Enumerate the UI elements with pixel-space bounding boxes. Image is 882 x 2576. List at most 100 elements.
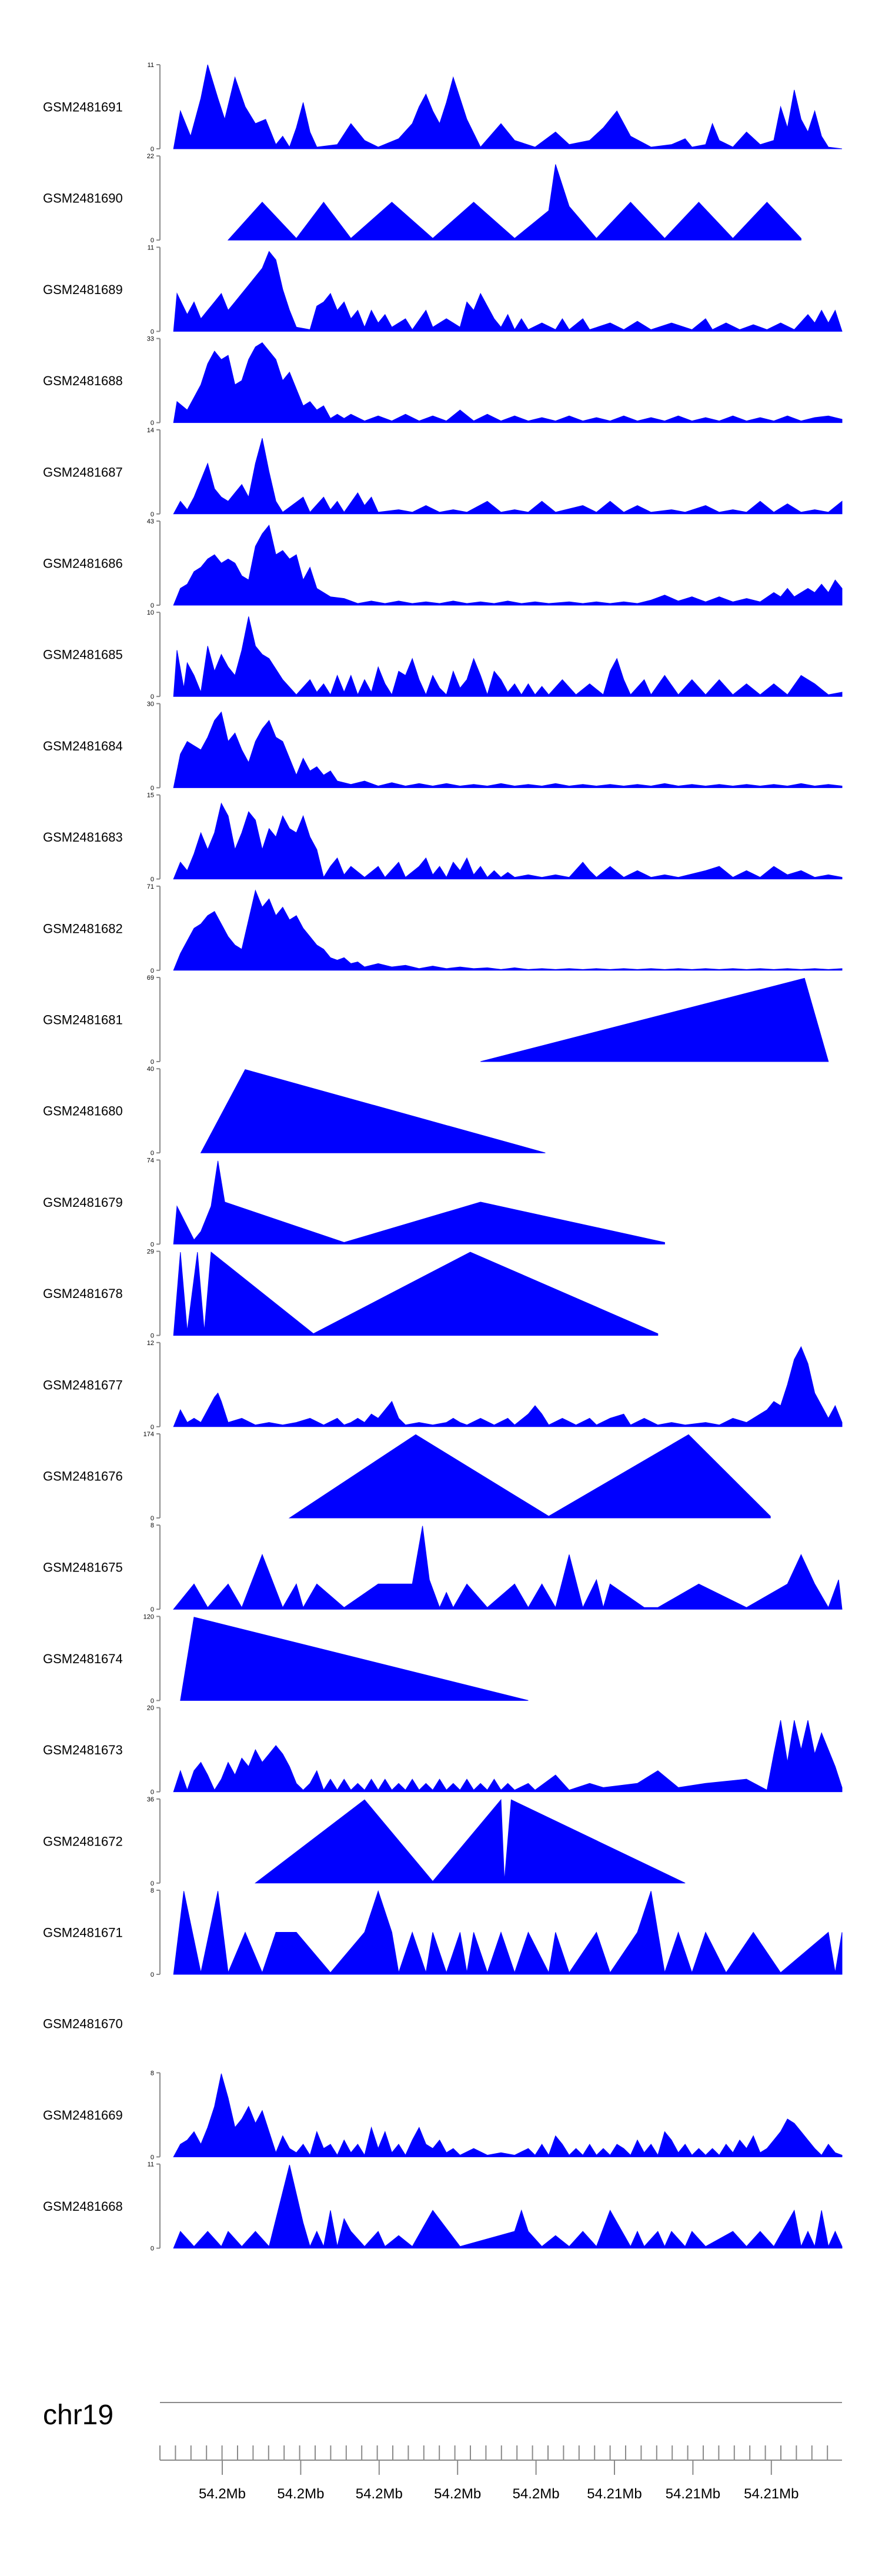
track-ymax-label: 15 (147, 792, 154, 799)
track-ymax-label: 29 (147, 1249, 154, 1256)
track-ymin-label: 0 (151, 1697, 154, 1704)
track-ymin-label: 0 (151, 1150, 154, 1157)
coverage-area (200, 1069, 546, 1153)
track-GSM2481683: GSM2481683 15 0 (43, 792, 843, 883)
axis-tick-labels: 54.2Mb 54.2Mb 54.2Mb 54.2Mb 54.2Mb 54.21Mb 54.… (199, 2486, 799, 2502)
chromosome-label: chr19 (43, 2400, 113, 2431)
track-label: GSM2481668 (43, 2199, 123, 2214)
coverage-area (173, 1890, 843, 1975)
track-ymax-label: 30 (147, 700, 154, 708)
track-GSM2481672: GSM2481672 36 0 (43, 1796, 686, 1887)
track-label: GSM2481678 (43, 1286, 123, 1301)
track-ymax-label: 36 (147, 1796, 154, 1803)
track-ymin-label: 0 (151, 602, 154, 609)
track-label: GSM2481681 (43, 1013, 123, 1027)
track-label: GSM2481670 (43, 2017, 123, 2031)
coverage-area (173, 802, 843, 880)
tracks-group: GSM2481691110GSM2481690220GSM2481689110G… (43, 62, 843, 2253)
axis-tick-label: 54.21Mb (666, 2486, 720, 2502)
track-ymin-label: 0 (151, 1241, 154, 1248)
track-GSM2481673: GSM2481673 20 0 (43, 1705, 843, 1796)
coverage-area (173, 251, 843, 332)
track-label: GSM2481683 (43, 830, 123, 845)
coverage-area (173, 889, 843, 971)
coverage-area (173, 64, 843, 149)
axis-tick-label: 54.2Mb (434, 2486, 481, 2502)
coverage-area (180, 1617, 529, 1701)
track-ymax-label: 33 (147, 336, 154, 343)
track-ymin-label: 0 (151, 2154, 154, 2161)
track-label: GSM2481669 (43, 2108, 123, 2123)
track-ymax-label: 11 (148, 62, 154, 69)
track-GSM2481670: GSM2481670 (43, 2017, 123, 2031)
track-ymax-label: 8 (151, 1887, 154, 1894)
track-ymax-label: 11 (148, 2161, 154, 2168)
track-GSM2481685: GSM2481685 10 0 (43, 609, 843, 700)
track-label: GSM2481686 (43, 556, 123, 571)
track-ymin-label: 0 (151, 1880, 154, 1887)
track-ymin-label: 0 (151, 146, 154, 153)
track-GSM2481686: GSM2481686 43 0 (43, 518, 843, 609)
coverage-area (173, 1720, 843, 1793)
track-ymin-label: 0 (151, 876, 154, 883)
track-ymax-label: 8 (151, 1522, 154, 1529)
track-label: GSM2481690 (43, 191, 123, 206)
track-label: GSM2481674 (43, 1651, 123, 1666)
coverage-area (288, 1434, 771, 1519)
track-ymin-label: 0 (151, 967, 154, 975)
coverage-area (173, 1160, 665, 1244)
track-ymin-label: 0 (151, 511, 154, 518)
track-ymin-label: 0 (151, 237, 154, 244)
track-GSM2481668: GSM2481668 11 0 (43, 2161, 843, 2253)
track-GSM2481678: GSM2481678 29 0 (43, 1249, 659, 1340)
track-label: GSM2481679 (43, 1195, 123, 1210)
axis-tick-label: 54.21Mb (587, 2486, 642, 2502)
track-GSM2481690: GSM2481690 22 0 (43, 153, 801, 244)
track-ymax-label: 22 (147, 153, 154, 160)
coverage-area (254, 1798, 686, 1884)
track-label: GSM2481688 (43, 373, 123, 388)
track-GSM2481675: GSM2481675 8 0 (43, 1522, 843, 1613)
track-label: GSM2481675 (43, 1560, 123, 1575)
track-label: GSM2481685 (43, 648, 123, 662)
track-GSM2481680: GSM2481680 40 0 (43, 1066, 546, 1157)
track-ymin-label: 0 (151, 1971, 154, 1978)
track-ymax-label: 14 (147, 427, 154, 434)
track-GSM2481687: GSM2481687 14 0 (43, 427, 843, 518)
track-label: GSM2481684 (43, 739, 123, 753)
axis-tick-label: 54.21Mb (744, 2486, 799, 2502)
track-ymin-label: 0 (151, 1606, 154, 1613)
track-label: GSM2481673 (43, 1743, 123, 1757)
track-ymin-label: 0 (151, 1515, 154, 1522)
track-ymax-label: 43 (147, 518, 154, 525)
coverage-area (173, 524, 843, 606)
track-ymin-label: 0 (151, 1333, 154, 1340)
track-ymax-label: 174 (143, 1431, 154, 1438)
track-ymin-label: 0 (151, 420, 154, 427)
coverage-area (227, 164, 801, 241)
track-label: GSM2481682 (43, 921, 123, 936)
axis-ticks (159, 2445, 828, 2475)
track-ymax-label: 120 (143, 1613, 154, 1620)
track-ymin-label: 0 (151, 328, 154, 335)
track-ymax-label: 71 (147, 883, 154, 890)
track-ymax-label: 69 (147, 975, 154, 982)
track-GSM2481677: GSM2481677 12 0 (43, 1340, 843, 1431)
track-ymax-label: 20 (147, 1705, 154, 1712)
axis-tick-label: 54.2Mb (356, 2486, 403, 2502)
track-label: GSM2481689 (43, 282, 123, 297)
coverage-area (173, 1252, 659, 1336)
track-GSM2481671: GSM2481671 8 0 (43, 1887, 843, 1978)
track-label: GSM2481680 (43, 1104, 123, 1119)
track-ymax-label: 40 (147, 1066, 154, 1073)
track-ymin-label: 0 (151, 1789, 154, 1796)
axis-tick-label: 54.2Mb (199, 2486, 246, 2502)
track-GSM2481669: GSM2481669 8 0 (43, 2070, 843, 2161)
track-ymin-label: 0 (151, 2245, 154, 2253)
coverage-area (173, 2073, 843, 2157)
track-ymax-label: 74 (147, 1157, 154, 1164)
track-ymin-label: 0 (151, 785, 154, 792)
genome-axis: chr19 54.2Mb 54.2Mb 54.2Mb 54.2Mb 54.2Mb 54.2… (43, 2400, 842, 2502)
track-label: GSM2481687 (43, 465, 123, 479)
